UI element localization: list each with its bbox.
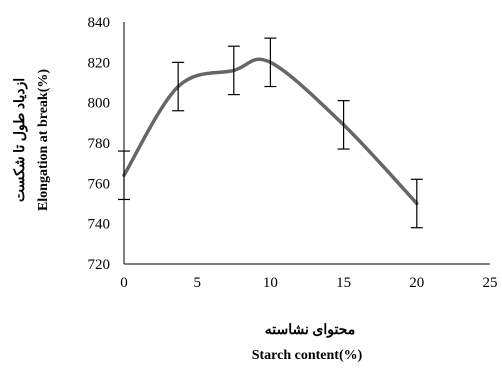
x-tick-label: 20 bbox=[409, 275, 424, 291]
error-bar bbox=[337, 100, 350, 150]
series-line bbox=[122, 57, 419, 206]
x-axis-title: Starch content(%) bbox=[252, 348, 363, 363]
y-tick-label: 740 bbox=[88, 217, 111, 233]
error-bar bbox=[227, 45, 240, 96]
x-tick-label: 10 bbox=[263, 275, 278, 291]
error-bar bbox=[410, 178, 423, 229]
error-bar bbox=[264, 37, 277, 88]
y-tick-labels: 720 740 760 780 800 820 840 bbox=[88, 15, 111, 273]
x-tick-label: 15 bbox=[336, 275, 351, 291]
y-axis-title-persian: ازدیاد طول تا شکست bbox=[12, 78, 28, 202]
error-bar bbox=[118, 150, 130, 201]
x-tick-label: 5 bbox=[193, 275, 201, 291]
y-tick-label: 840 bbox=[88, 15, 111, 31]
y-tick-label: 800 bbox=[88, 96, 111, 112]
axes bbox=[123, 22, 490, 265]
x-axis-title-persian: محتوای نشاسته bbox=[265, 323, 355, 338]
x-tick-label: 25 bbox=[483, 275, 498, 291]
x-tick-label: 0 bbox=[120, 275, 128, 291]
error-bar bbox=[172, 61, 185, 112]
y-axis-title: Elongation at break(%) bbox=[36, 69, 51, 211]
y-tick-label: 780 bbox=[88, 136, 111, 152]
series-group bbox=[122, 57, 419, 206]
x-tick-labels: 0 5 10 15 20 25 bbox=[120, 275, 497, 291]
y-tick-label: 820 bbox=[88, 55, 111, 71]
y-tick-label: 720 bbox=[88, 257, 111, 273]
y-tick-label: 760 bbox=[88, 176, 111, 192]
error-bars bbox=[118, 37, 423, 229]
